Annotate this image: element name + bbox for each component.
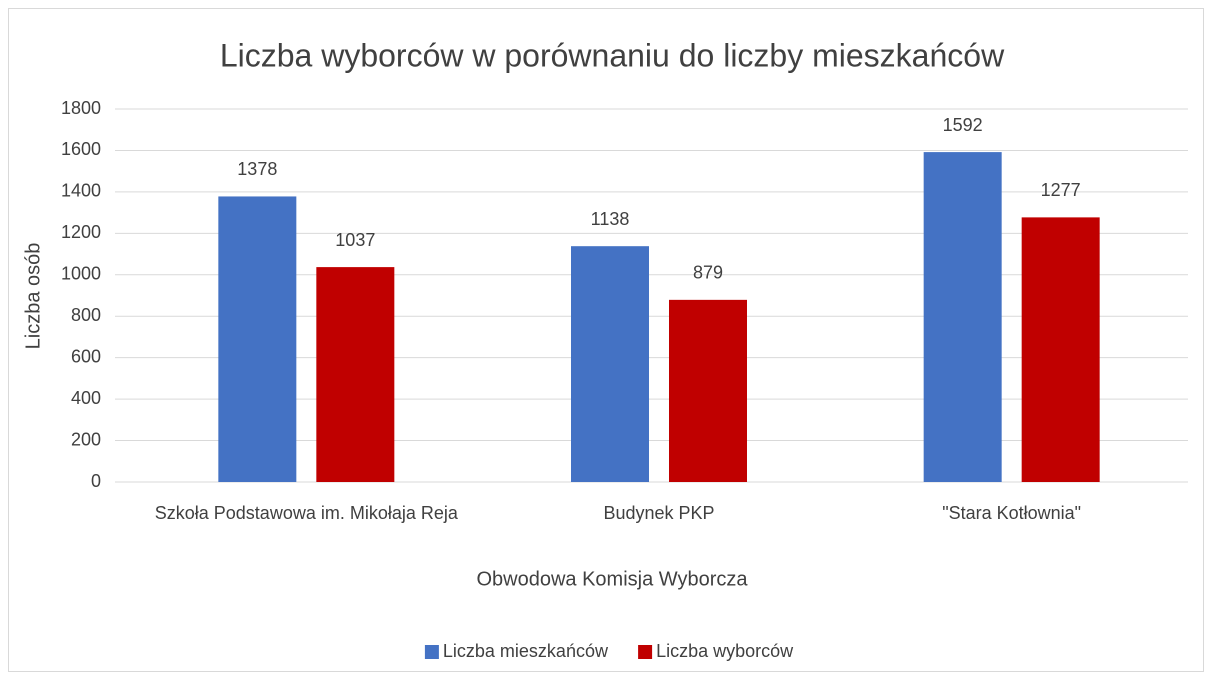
bar (923, 152, 1002, 482)
y-tick-label: 1200 (61, 222, 101, 242)
y-tick-label: 200 (71, 429, 101, 449)
y-tick-label: 600 (71, 346, 101, 366)
y-tick-label: 1800 (61, 98, 101, 118)
x-tick-label: "Stara Kotłownia" (942, 503, 1082, 523)
data-label: 1378 (237, 159, 277, 179)
legend-swatch (424, 645, 439, 659)
data-label: 1037 (335, 230, 375, 250)
y-tick-label: 1000 (61, 264, 101, 284)
y-tick-label: 400 (71, 388, 101, 408)
y-axis-label: Liczba osób (22, 243, 44, 350)
bar (1021, 217, 1100, 482)
data-label: 1138 (591, 209, 630, 229)
x-tick-label: Budynek PKP (603, 503, 715, 523)
legend-label: Liczba wyborców (656, 641, 794, 661)
y-tick-label: 1400 (61, 181, 101, 201)
bar (316, 267, 395, 482)
x-axis-label: Obwodowa Komisja Wyborcza (476, 568, 748, 590)
chart-title: Liczba wyborców w porównaniu do liczby m… (220, 37, 1005, 73)
bar (669, 299, 747, 482)
legend-label: Liczba mieszkańców (443, 641, 609, 661)
y-tick-label: 800 (71, 305, 101, 325)
y-tick-label: 0 (91, 471, 101, 491)
data-label: 879 (693, 263, 723, 283)
bar (218, 196, 297, 482)
data-label: 1277 (1041, 180, 1081, 200)
x-tick-label: Szkoła Podstawowa im. Mikołaja Reja (154, 503, 458, 523)
data-label: 1592 (943, 115, 983, 135)
legend-swatch (638, 645, 653, 659)
y-tick-label: 1600 (61, 139, 101, 159)
bar (571, 246, 649, 482)
